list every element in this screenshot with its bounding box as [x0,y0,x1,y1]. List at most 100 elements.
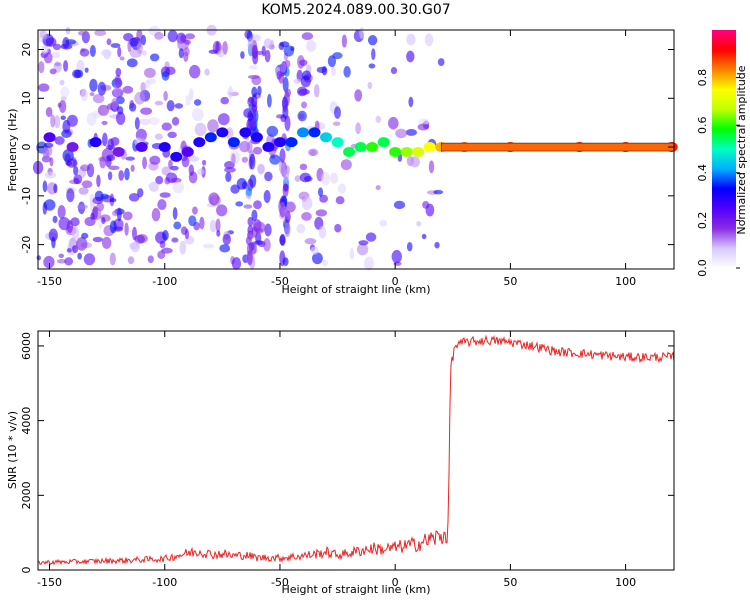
spectrogram-cell [53,183,58,194]
spectrogram-cell [109,198,117,203]
spectrogram-cell [43,142,54,148]
spectrogram-cell [393,200,406,210]
spectrogram-cell [252,146,263,155]
spectrogram-cell [118,170,124,181]
spectrogram-cell [327,55,337,68]
spectrogram-ridge-point [181,146,194,157]
spectrogram-cell [97,104,110,116]
spectrogram-cell [161,122,172,131]
spectrogram-streak-cell [246,249,253,266]
spectrogram-cell [416,221,422,227]
spectrogram-streak-cell [283,168,290,182]
spectrogram-cell [134,234,146,244]
spectrogram-cell [340,159,352,171]
spectrogram-cell [106,38,112,46]
spectrogram-streak-cell [279,148,286,163]
spectrogram-cell [42,180,48,193]
spectrogram-cell [50,114,56,128]
spectrogram-cell [355,122,361,135]
spectrogram-streak-cell [279,159,286,175]
spectrogram-cell [42,201,48,215]
spectrogram-cell [66,188,75,203]
spectrogram-cell [116,207,122,222]
spectrogram-cell [76,237,88,251]
spectrogram-streak-cell [246,141,253,154]
snr-x-tick-label: 100 [615,576,636,589]
spectrogram-cell [341,34,347,48]
spectrogram-cell [155,175,164,185]
spectrogram-cell [390,67,398,75]
spectrogram-cell [64,257,74,266]
spectrogram-cell [212,193,218,204]
spectrogram-cell [264,49,271,63]
spectrogram-cell [96,174,101,188]
spectrogram-cell [90,212,95,220]
spectrogram-cell [161,71,170,81]
spectrogram-ridge-point [204,132,217,143]
spectrogram-cell [167,29,178,43]
spectrogram-cell [417,118,430,126]
spectrogram-cell [187,156,200,162]
colorbar-tick-label: 0.6 [696,116,709,134]
spectrogram-streak-cell [284,221,291,238]
snr-x-tick-label: -150 [37,576,62,589]
spectrogram-streak-cell [250,241,257,255]
spectrogram-ridge-point [170,151,183,162]
colorbar-ticks: 0.0 0.2 0.4 0.6 0.8 [696,69,740,277]
spectrogram-cell [204,68,210,76]
spectrogram-ridge-point [354,142,367,153]
spectrogram-cells [32,24,445,271]
snr-background [38,331,674,570]
spectrogram-ridge-point [389,146,402,157]
spectrogram-cell [65,39,77,45]
spectrogram-cell [266,125,279,137]
spectrogram-cell [220,96,230,105]
spectrogram-cell [86,163,95,178]
spectrogram-cell [199,216,205,230]
spectrogram-cell [172,181,185,194]
spectrogram-cell [395,128,408,139]
spectrogram-cell [263,38,273,49]
spectrogram-cell [248,65,258,70]
spectrogram-cell [299,172,311,183]
spectrogram-cell [57,205,66,219]
spectrogram-cell [125,156,135,161]
spectrogram-cell [109,252,116,266]
snr-x-tick-label: -100 [152,576,177,589]
spectrogram-cell [36,255,41,261]
spectrogram-cell [257,163,265,175]
spectrogram-cell [134,117,140,130]
spectrogram-cell [253,200,262,210]
snr-y-tick-label: 4000 [20,407,33,435]
spectrogram-cell [308,148,319,157]
colorbar: 0.0 0.2 0.4 0.6 0.8 Normalized spectral ampl… [696,30,748,277]
spectrogram-frame [37,29,675,270]
spectrogram-cell [313,84,320,98]
snr-x-tick-label: 50 [503,576,517,589]
spectrogram-cell [197,168,205,176]
spectrogram-ridge-point [423,142,436,153]
spectrogram-ridge-point [377,137,390,148]
spectrogram-cell [58,253,65,258]
spectrogram-streak-cell [282,183,289,198]
spectrogram-cell [184,39,191,45]
spectrogram-cell [111,98,119,110]
spectrogram-cell [130,241,140,253]
spectrogram-cell [52,43,61,51]
spectrogram-streak-cell [251,209,258,222]
spectrogram-cell [406,33,416,46]
spectrogram-cell [257,85,262,96]
spectrogram-x-tick-label: 100 [615,275,636,288]
spectrogram-cell [321,172,331,186]
spectrogram-cell [78,30,86,36]
spectrogram-cell [38,61,45,74]
spectrogram-streak-cell [278,73,285,84]
spectrogram-cell [201,159,207,166]
spectrogram-cell [334,223,342,233]
spectrogram-cell [388,116,399,130]
spectrogram-cell [216,229,221,237]
spectrogram-cell [159,192,171,198]
spectrogram-ridge-point [262,142,275,153]
spectrogram-cell [301,101,307,109]
spectrogram-cell [173,221,182,230]
